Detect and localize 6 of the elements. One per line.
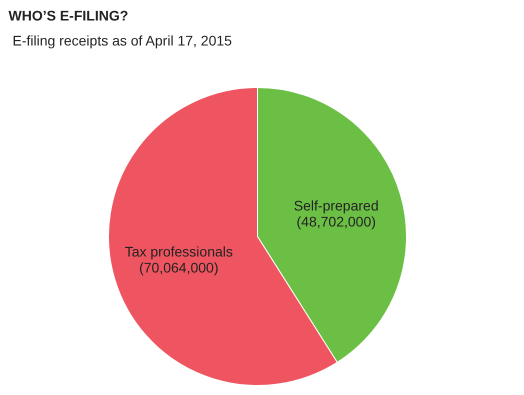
data-label: (48,702,000)	[296, 214, 376, 230]
data-label: (70,064,000)	[139, 259, 219, 276]
chart-title: WHO’S E-FILING?	[8, 8, 128, 24]
slice-label: Self-prepared	[294, 198, 379, 214]
slice-label: Tax professionals	[124, 243, 233, 260]
chart-subtitle: E-filing receipts as of April 17, 2015	[12, 32, 232, 48]
